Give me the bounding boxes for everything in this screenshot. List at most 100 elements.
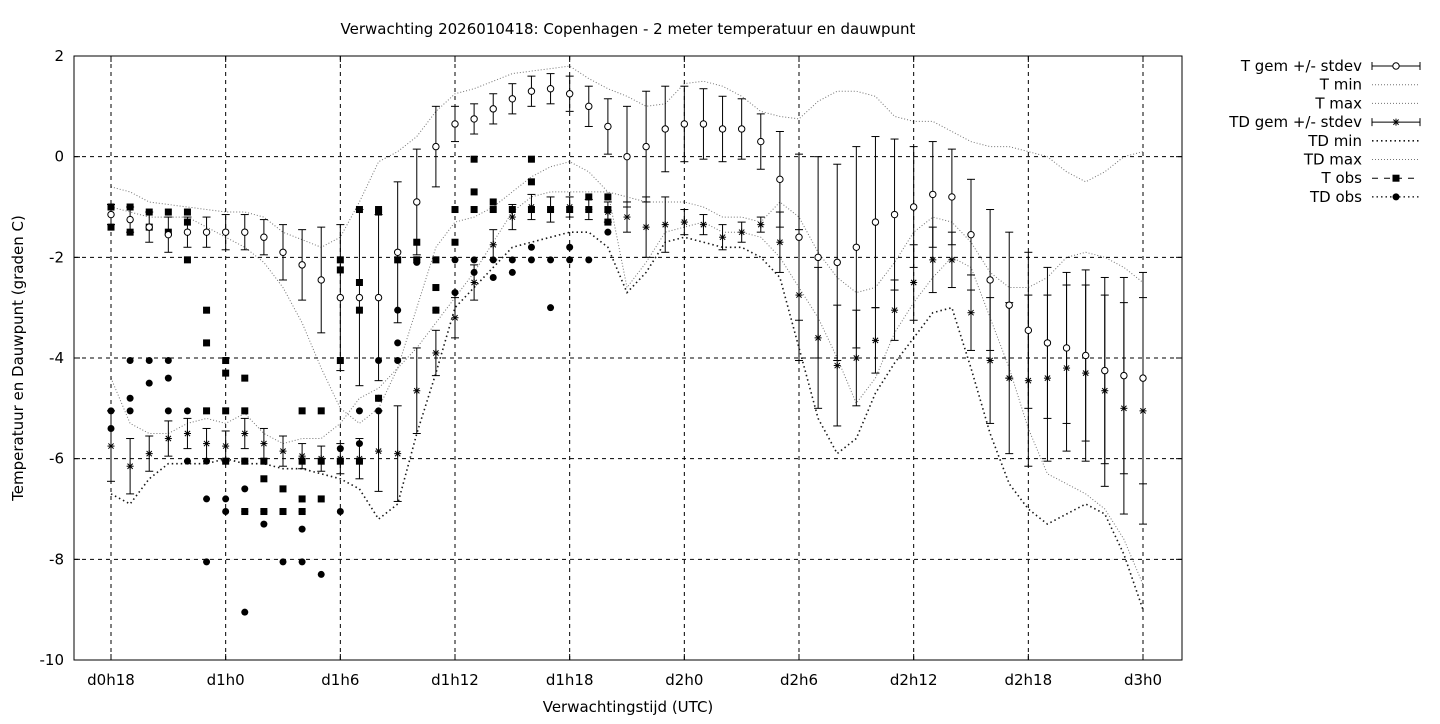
td-mean-point-stroke	[260, 440, 267, 447]
td-obs-point	[508, 268, 516, 276]
t-obs-point	[470, 188, 478, 196]
t-obs-point	[413, 238, 421, 246]
td-obs-point	[107, 424, 115, 432]
td-mean-point	[929, 256, 937, 264]
t-obs-point	[451, 238, 459, 246]
td-mean-point	[470, 279, 478, 286]
td-mean-point-stroke	[815, 334, 822, 341]
t-mean-point	[527, 87, 536, 95]
td-obs-point	[527, 256, 535, 264]
td-mean-point-stroke	[318, 455, 325, 462]
td-mean-point-stroke	[394, 450, 401, 457]
t-obs-point	[145, 208, 153, 216]
t-mean-point	[202, 228, 211, 236]
td-mean-point	[241, 430, 249, 437]
t-obs-point	[203, 306, 211, 314]
td-obs-point	[241, 608, 249, 616]
t-mean-point	[317, 276, 325, 284]
td-obs-point	[298, 508, 306, 516]
td-mean-point	[145, 450, 153, 458]
td-mean-point	[183, 430, 191, 437]
t-mean-point	[585, 102, 593, 111]
t-obs-point	[432, 284, 440, 292]
t-obs-point	[470, 206, 478, 214]
y-tick-label: 0	[54, 148, 64, 166]
x-tick-label: d0h18	[87, 671, 135, 689]
t-obs-point	[183, 218, 191, 226]
td-mean-point	[432, 349, 440, 357]
td-obs-point	[394, 339, 402, 347]
td-mean-point-stroke	[490, 241, 497, 248]
t-obs-point	[203, 339, 211, 347]
t-mean-point	[871, 218, 880, 226]
legend-label: TD max	[1303, 151, 1362, 169]
td-mean-point-stroke	[1025, 377, 1032, 384]
x-tick-label: d2h18	[1004, 671, 1052, 689]
td-mean-point	[107, 442, 115, 450]
td-mean-point-stroke	[681, 219, 688, 226]
td-mean-point	[891, 306, 899, 314]
td-mean-point	[279, 447, 287, 455]
t-mean-point	[1062, 344, 1071, 352]
td-mean-point-stroke	[528, 204, 535, 210]
td-obs-point	[107, 407, 115, 415]
td-obs-point	[145, 379, 153, 387]
legend-label: T min	[1319, 76, 1362, 94]
td-obs-point	[203, 558, 211, 566]
td-mean-point-stroke	[1063, 365, 1070, 372]
td-obs-point	[489, 273, 497, 281]
td-obs-point	[451, 256, 459, 264]
td-mean-point	[910, 279, 918, 286]
td-mean-point-stroke	[413, 387, 420, 394]
t-obs-point	[241, 374, 249, 382]
td-mean-point-stroke	[1044, 375, 1051, 382]
t-mean-point	[1005, 301, 1013, 309]
td-mean-point-stroke	[184, 430, 191, 437]
t-mean-point	[1101, 366, 1109, 375]
td-mean-point-stroke	[165, 435, 172, 442]
t-obs-point	[451, 206, 459, 214]
t-obs-point	[336, 266, 344, 274]
t-mean-point	[221, 228, 230, 236]
legend-item-td-min: TD min	[1307, 132, 1420, 150]
t-mean-point	[374, 293, 383, 302]
td-mean-point	[604, 208, 612, 216]
t-obs-point	[604, 193, 612, 201]
td-obs-point	[375, 407, 383, 415]
td-mean-point-stroke	[146, 450, 153, 457]
td-mean-point-stroke	[1101, 387, 1108, 394]
td-mean-point-stroke	[719, 234, 726, 241]
t-mean-point	[833, 258, 841, 267]
td-mean-point-stroke	[108, 443, 114, 450]
legend-label: TD gem +/- stdev	[1228, 113, 1362, 131]
legend-label: T gem +/- stdev	[1240, 57, 1362, 75]
t-obs-point	[432, 256, 440, 264]
td-mean-point-stroke	[337, 455, 344, 462]
t-mean-point	[737, 125, 746, 133]
legend-item-td-max: TD max	[1303, 151, 1420, 169]
legend-label: TD min	[1307, 132, 1362, 150]
td-mean-point-stroke	[241, 430, 248, 437]
td-mean-point-stroke	[432, 349, 439, 356]
td-obs-point	[222, 508, 230, 516]
td-obs-point	[260, 508, 268, 516]
td-mean-point	[757, 221, 765, 229]
t-mean-point	[336, 293, 345, 302]
td-obs-point	[279, 508, 287, 516]
td-mean-point	[738, 228, 746, 236]
t-obs-point	[336, 256, 344, 264]
t-mean-point	[1081, 351, 1090, 360]
td-mean-point-stroke	[1140, 407, 1146, 414]
td-mean-point	[871, 336, 879, 344]
td-mean-point	[298, 452, 306, 460]
td-mean-point	[489, 241, 497, 249]
t-obs-point	[298, 495, 306, 503]
td-obs-point	[336, 508, 344, 516]
td-mean-point-stroke	[585, 206, 592, 213]
td-mean-point-stroke	[700, 221, 707, 228]
t-mean-point	[795, 233, 803, 241]
td-obs-point	[566, 256, 574, 264]
t-obs-point	[298, 407, 306, 415]
t-mean-point	[718, 125, 727, 133]
